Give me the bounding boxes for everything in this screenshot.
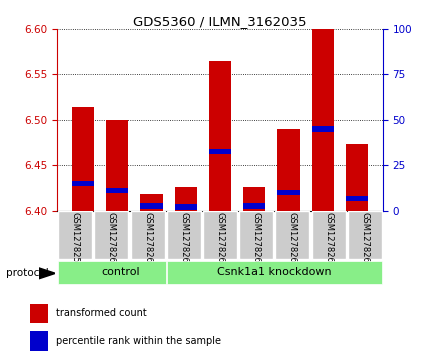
Bar [175,204,197,210]
Text: Csnk1a1 knockdown: Csnk1a1 knockdown [217,267,332,277]
Bar [312,211,345,259]
Text: GSM1278260: GSM1278260 [107,212,116,268]
Text: GSM1278263: GSM1278263 [216,212,224,268]
Text: GSM1278262: GSM1278262 [180,212,188,268]
Bar [106,188,128,193]
Bar [140,203,163,209]
Bar [72,181,94,186]
Bar [106,120,128,211]
Text: GSM1278264: GSM1278264 [252,212,260,268]
Bar [209,61,231,211]
Bar [167,211,201,259]
Text: transformed count: transformed count [56,308,147,318]
Bar [30,304,48,323]
Text: control: control [101,267,140,277]
Bar [72,107,94,211]
Bar [243,203,265,209]
Bar [312,126,334,131]
Bar [312,29,334,211]
Bar [58,211,92,259]
Text: GSM1278267: GSM1278267 [360,212,369,268]
Text: GSM1278266: GSM1278266 [324,212,333,268]
Polygon shape [39,268,55,279]
Text: GSM1278259: GSM1278259 [71,212,80,268]
Bar [348,211,382,259]
Text: protocol: protocol [6,268,48,278]
Title: GDS5360 / ILMN_3162035: GDS5360 / ILMN_3162035 [133,15,307,28]
Text: GSM1278265: GSM1278265 [288,212,297,268]
Bar [140,194,163,211]
Bar [277,189,300,195]
Bar [95,211,128,259]
Bar [30,331,48,351]
Bar [58,261,166,284]
Bar [275,211,309,259]
Bar [167,261,382,284]
Bar [131,211,165,259]
Bar [239,211,273,259]
Bar [243,187,265,211]
Bar [277,129,300,211]
Bar [175,187,197,211]
Bar [346,196,368,201]
Text: GSM1278261: GSM1278261 [143,212,152,268]
Bar [209,149,231,154]
Bar [346,144,368,211]
Bar [203,211,237,259]
Text: percentile rank within the sample: percentile rank within the sample [56,336,221,346]
